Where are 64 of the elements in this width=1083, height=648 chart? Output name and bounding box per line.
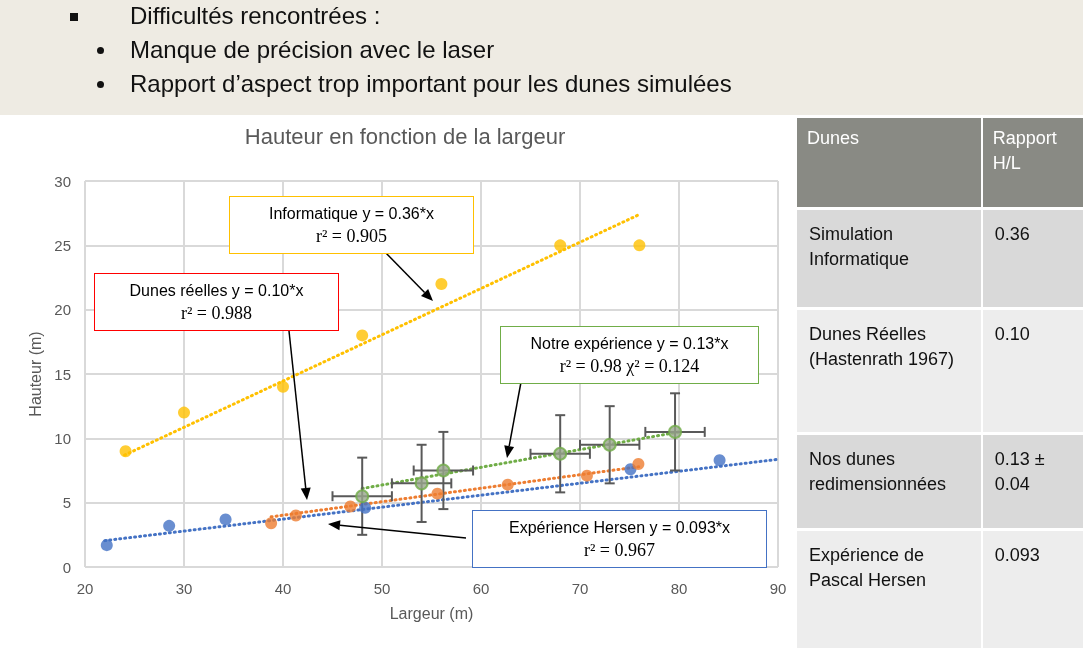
point <box>265 517 278 530</box>
y-tick-label: 0 <box>62 558 71 576</box>
point <box>277 380 289 393</box>
point <box>435 277 448 290</box>
x-tick-label: 90 <box>769 580 787 597</box>
x-tick-label: 50 <box>373 580 391 597</box>
point <box>633 239 646 252</box>
x-tick-label: 60 <box>472 580 490 597</box>
y-tick-label: 30 <box>54 172 71 190</box>
text: Manque de précision avec le laser <box>130 36 495 63</box>
text: Simulation Informatique <box>809 224 910 269</box>
point <box>436 463 451 478</box>
point <box>554 239 567 252</box>
text: 0.36 <box>994 224 1030 244</box>
y-tick-label: 10 <box>54 429 71 447</box>
point <box>580 469 593 482</box>
note-box: Notre expérience y = 0.13*x r² = 0.98 χ² = 0.124 <box>500 326 759 384</box>
y-tick-label: 15 <box>54 365 71 383</box>
chart-title: Hauteur en fonction de la largeur <box>244 123 566 149</box>
text: 0.093 <box>994 545 1040 565</box>
point <box>632 458 645 471</box>
point <box>289 509 302 522</box>
text: Rapport H/L <box>992 128 1057 173</box>
point <box>553 446 568 461</box>
point <box>100 539 113 552</box>
y-axis-title: Hauteur (m) <box>26 331 44 417</box>
x-tick-label: 80 <box>670 580 688 597</box>
annotation: Dunes réelles y = 0.10*x r² = 0.988 <box>128 281 305 325</box>
point <box>414 476 429 491</box>
point <box>163 519 176 532</box>
note-box: Expérience Hersen y = 0.093*x r² = 0.967 <box>472 510 767 568</box>
point <box>119 445 132 458</box>
y-tick-label: 25 <box>54 236 71 254</box>
point <box>178 406 190 419</box>
y-tick-label: 20 <box>54 301 71 319</box>
point <box>356 329 369 342</box>
point <box>668 424 683 439</box>
point <box>431 487 444 500</box>
text: 0.13 ± 0.04 <box>994 449 1045 494</box>
text: Nos dunes redimensionnées <box>809 449 947 494</box>
annotation: Notre expérience y = 0.13*x r² = 0.98 χ² = 0.124 <box>529 334 730 378</box>
text: Difficultés rencontrées : <box>130 2 381 29</box>
note-box: Informatique y = 0.36*x r² = 0.905 <box>229 196 474 254</box>
x-tick-label: 30 <box>175 580 193 597</box>
x-tick-label: 70 <box>571 580 589 597</box>
point <box>219 513 232 526</box>
text: Dunes Réelles (Hastenrath 1967) <box>809 324 955 369</box>
x-tick-label: 40 <box>274 580 292 597</box>
text: 0.10 <box>994 324 1030 344</box>
text: Rapport d’aspect trop important pour les dunes simulées <box>130 70 732 97</box>
point <box>713 454 726 467</box>
point <box>501 478 514 491</box>
point <box>355 489 370 504</box>
text: Expérience de Pascal Hersen <box>809 545 927 590</box>
point <box>359 501 372 514</box>
annotation: Informatique y = 0.36*x r² = 0.905 <box>268 204 435 248</box>
x-tick-label: 20 <box>76 580 94 597</box>
note-box: Dunes réelles y = 0.10*x r² = 0.988 <box>94 273 339 331</box>
point <box>602 437 617 452</box>
x-axis-title: Largeur (m) <box>389 604 474 622</box>
y-tick-label: 5 <box>62 494 71 512</box>
annotation: Expérience Hersen y = 0.093*x r² = 0.967 <box>508 518 731 562</box>
point <box>344 500 357 513</box>
text: Dunes <box>807 128 860 148</box>
